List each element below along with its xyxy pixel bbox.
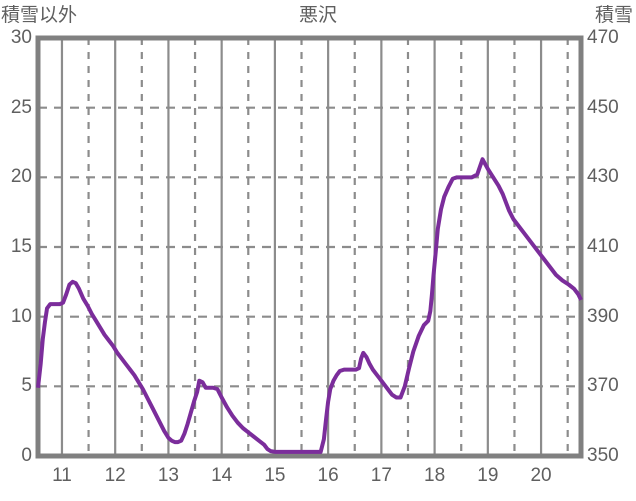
x-tick-label: 11 bbox=[52, 465, 72, 486]
y-tick-label-left: 10 bbox=[10, 305, 32, 327]
y-tick-label-left: 5 bbox=[21, 375, 32, 397]
y-tick-label-right: 450 bbox=[587, 96, 619, 118]
y-tick-label-left: 0 bbox=[21, 445, 32, 466]
y-tick-label-right: 470 bbox=[587, 27, 619, 48]
horizontal-gridlines bbox=[38, 106, 581, 388]
y-tick-label-left: 15 bbox=[10, 236, 32, 257]
x-tick-label: 17 bbox=[370, 465, 392, 486]
y-tick-label-right: 370 bbox=[587, 375, 619, 397]
left-axis-title: 積雪以外 bbox=[1, 5, 78, 26]
y-tick-label-right: 430 bbox=[587, 166, 619, 188]
y-tick-label-left: 20 bbox=[10, 166, 32, 188]
x-tick-label: 20 bbox=[530, 465, 552, 486]
x-tick-label: 12 bbox=[104, 465, 126, 486]
y-tick-label-left: 25 bbox=[10, 96, 32, 118]
y-tick-label-right: 390 bbox=[587, 305, 619, 327]
x-tick-label: 13 bbox=[157, 465, 179, 486]
chart-title: 悪沢 bbox=[298, 5, 337, 26]
x-tick-label: 14 bbox=[211, 465, 233, 486]
x-tick-label: 19 bbox=[477, 465, 499, 486]
y-tick-label-left: 30 bbox=[10, 27, 32, 48]
plot-frame bbox=[35, 35, 584, 459]
data-series-line bbox=[36, 157, 583, 454]
x-tick-label: 15 bbox=[264, 465, 286, 486]
y-tick-label-right: 410 bbox=[587, 236, 619, 257]
x-tick-label: 16 bbox=[317, 465, 339, 486]
y-tick-label-right: 350 bbox=[587, 445, 619, 466]
right-axis-title: 積雪 bbox=[594, 5, 633, 26]
x-tick-label: 18 bbox=[424, 465, 446, 486]
